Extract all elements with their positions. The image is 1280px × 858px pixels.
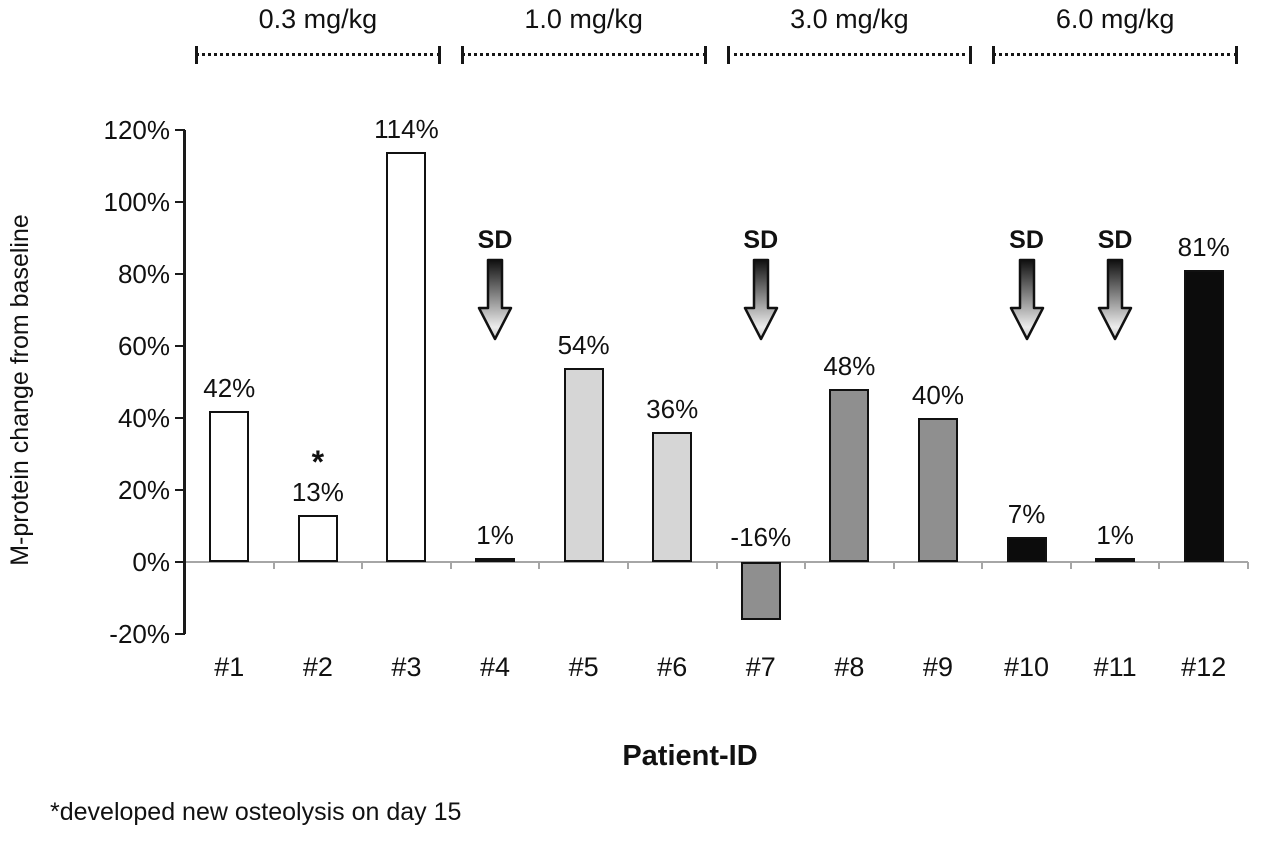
- dose-group-label: 1.0 mg/kg: [524, 4, 643, 34]
- y-axis-tick-label: 100%: [103, 187, 171, 217]
- x-axis-title: Patient-ID: [622, 740, 758, 772]
- category-axis-tick: [626, 562, 629, 569]
- x-axis-tick-label: #6: [657, 652, 688, 682]
- x-axis-tick-label: #10: [1004, 652, 1050, 682]
- asterisk-marker: *: [311, 444, 325, 481]
- bar: [1006, 536, 1047, 562]
- x-axis-tick-label: #3: [391, 652, 422, 682]
- bar: [917, 418, 958, 562]
- bracket-end-left: [992, 46, 996, 64]
- bar: [386, 151, 427, 562]
- bar-value-label: 13%: [291, 477, 344, 508]
- dose-group-bracket: [195, 46, 441, 64]
- dose-group-label: 0.3 mg/kg: [258, 4, 378, 34]
- x-axis-tick-label: #5: [568, 652, 599, 682]
- y-axis-tick-label: 0%: [132, 547, 170, 577]
- x-axis-tick-label: #1: [214, 652, 245, 682]
- bar: [652, 432, 693, 562]
- y-axis-tick: [175, 417, 185, 419]
- bracket-end-left: [460, 46, 464, 64]
- category-axis-tick: [715, 562, 718, 569]
- category-axis-tick: [272, 562, 275, 569]
- category-axis-tick: [449, 562, 452, 569]
- bar: [829, 389, 870, 562]
- bar: [1095, 558, 1136, 563]
- y-axis-tick-label: 40%: [117, 403, 170, 433]
- sd-arrow-icon: [743, 258, 779, 341]
- bar: [563, 367, 604, 562]
- y-axis-tick: [175, 561, 185, 563]
- bar-value-label: 36%: [646, 394, 699, 425]
- bracket-end-right: [1235, 46, 1238, 64]
- bracket-line: [195, 53, 441, 56]
- bar-value-label: 81%: [1177, 232, 1230, 263]
- category-axis-tick: [1069, 562, 1072, 569]
- bar-value-label: 1%: [1096, 520, 1134, 551]
- y-axis-tick-label: 60%: [117, 331, 170, 361]
- bar-value-label: 42%: [203, 372, 256, 403]
- y-axis-tick: [175, 273, 185, 275]
- x-axis-tick-label: #9: [922, 652, 953, 682]
- y-axis-line: [183, 130, 186, 634]
- y-axis-tick-label: 120%: [103, 115, 171, 145]
- category-axis-tick: [981, 562, 984, 569]
- bracket-line: [460, 53, 707, 56]
- category-axis-tick: [892, 562, 895, 569]
- bracket-end-left: [195, 46, 198, 64]
- bar-value-label: 114%: [374, 113, 439, 144]
- x-axis-tick-label: #12: [1181, 652, 1227, 682]
- dose-group-bracket: [726, 46, 973, 64]
- sd-label: SD: [743, 226, 779, 254]
- sd-arrow-icon: [1097, 258, 1133, 341]
- dose-group-bracket: [460, 46, 707, 64]
- dose-group-bracket: [992, 46, 1238, 64]
- y-axis-tick-label: -20%: [109, 619, 170, 649]
- y-axis-tick: [175, 489, 185, 491]
- x-axis-tick-label: #7: [745, 652, 776, 682]
- bracket-end-right: [969, 46, 973, 64]
- bracket-end-right: [437, 46, 441, 64]
- bracket-line: [992, 53, 1238, 56]
- bar: [1183, 270, 1224, 562]
- bar: [297, 515, 338, 562]
- x-axis-tick-label: #8: [834, 652, 865, 682]
- y-axis-tick: [175, 201, 185, 203]
- y-axis-tick: [175, 129, 185, 131]
- bracket-line: [726, 53, 973, 56]
- category-axis-tick: [1158, 562, 1161, 569]
- sd-label: SD: [1097, 226, 1133, 254]
- x-axis-tick-label: #2: [302, 652, 333, 682]
- bar-value-label: 40%: [911, 380, 964, 410]
- x-axis-tick-label: #11: [1093, 652, 1137, 682]
- sd-arrow-icon: [1009, 258, 1044, 341]
- bar: [475, 558, 516, 563]
- bar-value-label: 7%: [1007, 498, 1046, 529]
- bar: [740, 562, 781, 620]
- dose-group-label: 6.0 mg/kg: [1055, 4, 1175, 34]
- bar: [209, 410, 250, 562]
- y-axis-tick-label: 20%: [117, 475, 170, 505]
- category-axis-tick: [804, 562, 807, 569]
- bar-value-label: -16%: [730, 522, 792, 552]
- bar-value-label: 48%: [823, 351, 876, 382]
- bracket-end-left: [726, 46, 730, 64]
- y-axis-tick: [175, 345, 185, 347]
- sd-arrow-icon: [477, 258, 513, 341]
- sd-label: SD: [1009, 226, 1044, 254]
- y-axis-tick-label: 80%: [117, 259, 170, 289]
- category-axis-tick: [1247, 562, 1249, 569]
- footnote: *developed new osteolysis on day 15: [50, 798, 462, 826]
- x-axis-tick-label: #4: [480, 652, 511, 682]
- sd-label: SD: [477, 226, 513, 254]
- bar-value-label: 1%: [476, 520, 514, 551]
- dose-group-label: 3.0 mg/kg: [790, 4, 909, 34]
- bar-value-label: 54%: [557, 329, 610, 360]
- category-axis-tick: [361, 562, 364, 569]
- bracket-end-right: [703, 46, 707, 64]
- y-axis-tick: [175, 633, 185, 635]
- category-axis-tick: [538, 562, 541, 569]
